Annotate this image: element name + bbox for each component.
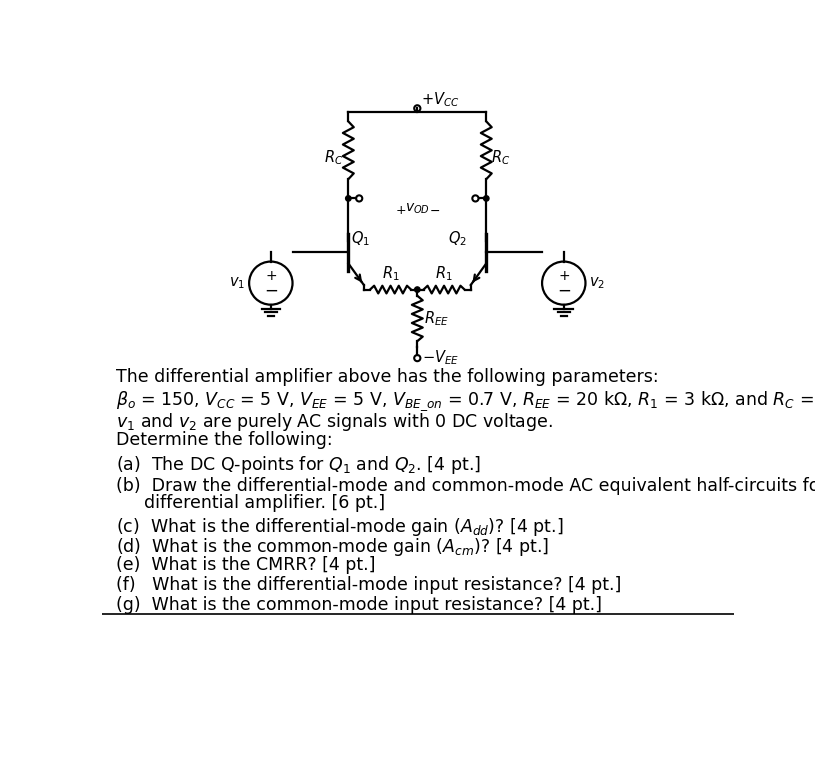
Text: (c)  What is the differential-mode gain ($A_{dd}$)? [4 pt.]: (c) What is the differential-mode gain (… — [116, 515, 563, 538]
Text: (b)  Draw the differential-mode and common-mode AC equivalent half-circuits for : (b) Draw the differential-mode and commo… — [116, 477, 815, 495]
Text: Determine the following:: Determine the following: — [116, 431, 333, 449]
Text: The differential amplifier above has the following parameters:: The differential amplifier above has the… — [116, 368, 659, 386]
Text: $Q_2$: $Q_2$ — [447, 229, 466, 248]
Text: $R_{EE}$: $R_{EE}$ — [425, 309, 449, 328]
Text: $R_C$: $R_C$ — [324, 149, 344, 167]
Text: $v_2$: $v_2$ — [589, 275, 606, 291]
Text: $-$: $-$ — [557, 281, 570, 299]
Circle shape — [483, 196, 489, 201]
Text: $-V_{EE}$: $-V_{EE}$ — [422, 349, 459, 367]
Text: (f)   What is the differential-mode input resistance? [4 pt.]: (f) What is the differential-mode input … — [116, 576, 621, 594]
Text: $+$: $+$ — [557, 270, 570, 283]
Text: $-$: $-$ — [264, 281, 278, 299]
Text: (a)  The DC Q-points for $Q_1$ and $Q_2$. [4 pt.]: (a) The DC Q-points for $Q_1$ and $Q_2$.… — [116, 454, 481, 476]
Text: $\beta_o$ = 150, $V_{CC}$ = 5 V, $V_{EE}$ = 5 V, $V_{BE\_on}$ = 0.7 V, $R_{EE}$ : $\beta_o$ = 150, $V_{CC}$ = 5 V, $V_{EE}… — [116, 389, 815, 413]
Circle shape — [346, 196, 351, 201]
Text: $+V_{CC}$: $+V_{CC}$ — [421, 91, 460, 109]
Circle shape — [415, 287, 420, 293]
Text: $+$: $+$ — [394, 204, 406, 217]
Text: $Q_1$: $Q_1$ — [350, 229, 370, 248]
Text: (g)  What is the common-mode input resistance? [4 pt.]: (g) What is the common-mode input resist… — [116, 596, 601, 614]
Text: $v_1$ and $v_2$ are purely AC signals with 0 DC voltage.: $v_1$ and $v_2$ are purely AC signals wi… — [116, 411, 553, 433]
Text: $v_{OD}$: $v_{OD}$ — [405, 202, 430, 217]
Text: $-$: $-$ — [429, 204, 440, 217]
Text: (d)  What is the common-mode gain ($A_{cm}$)? [4 pt.]: (d) What is the common-mode gain ($A_{cm… — [116, 536, 549, 558]
Text: $R_1$: $R_1$ — [435, 264, 453, 283]
Text: (e)  What is the CMRR? [4 pt.]: (e) What is the CMRR? [4 pt.] — [116, 556, 376, 574]
Text: differential amplifier. [6 pt.]: differential amplifier. [6 pt.] — [143, 494, 385, 512]
Text: $v_1$: $v_1$ — [229, 275, 245, 291]
Text: $R_C$: $R_C$ — [491, 149, 510, 167]
Text: $R_1$: $R_1$ — [381, 264, 399, 283]
Text: $+$: $+$ — [265, 270, 277, 283]
